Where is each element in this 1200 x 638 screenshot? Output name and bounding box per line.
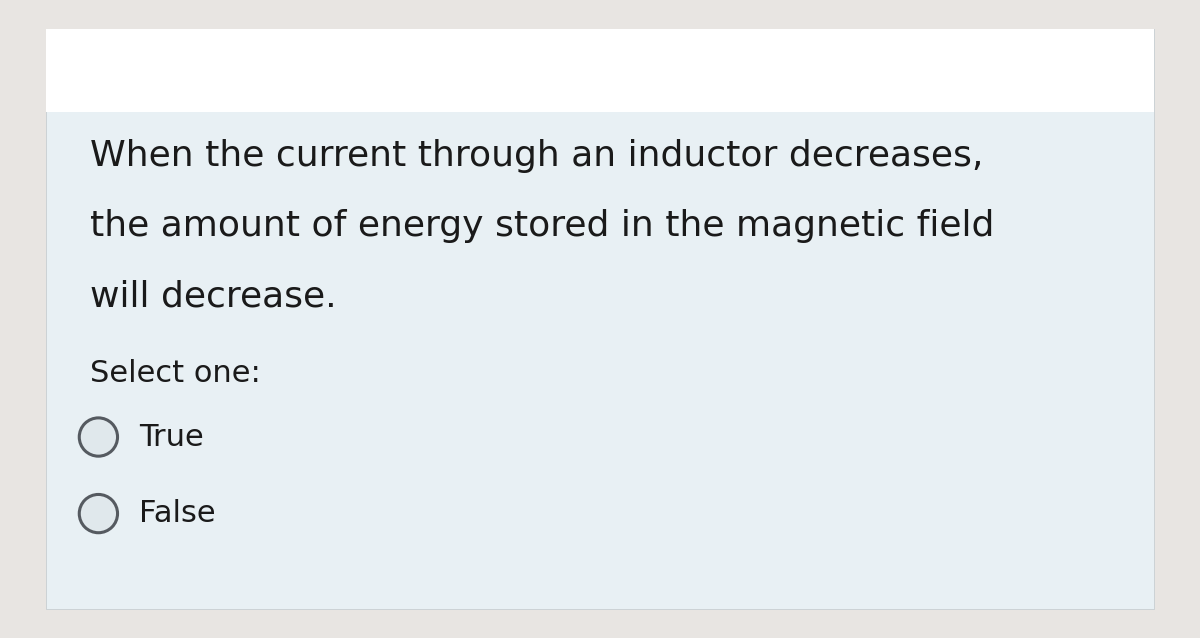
Ellipse shape: [79, 494, 118, 533]
Text: When the current through an inductor decreases,: When the current through an inductor dec…: [90, 139, 983, 174]
Text: will decrease.: will decrease.: [90, 279, 337, 314]
Bar: [46, 29, 1154, 112]
Text: the amount of energy stored in the magnetic field: the amount of energy stored in the magne…: [90, 209, 995, 244]
Ellipse shape: [79, 418, 118, 456]
Text: False: False: [139, 499, 216, 528]
Text: Select one:: Select one:: [90, 359, 260, 388]
Text: True: True: [139, 422, 204, 452]
